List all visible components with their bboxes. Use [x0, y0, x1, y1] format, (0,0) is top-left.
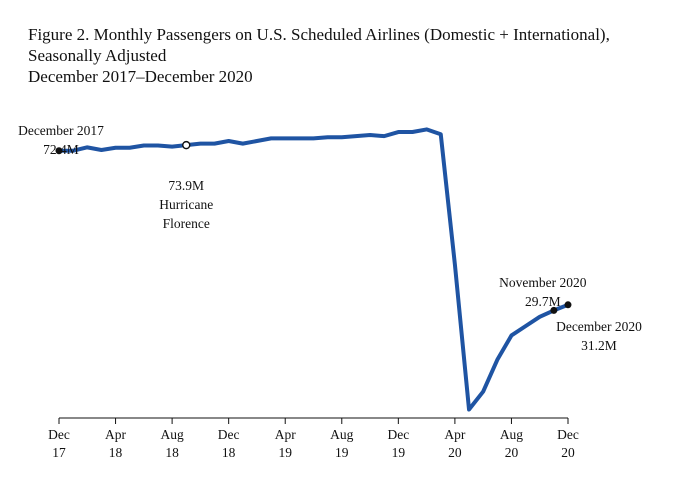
- x-tick-label-year: 18: [222, 445, 236, 460]
- annotation-label: Florence: [163, 216, 210, 231]
- x-tick-label-year: 18: [109, 445, 123, 460]
- annotation-label: December 2020: [556, 319, 642, 334]
- x-tick-label-month: Apr: [105, 427, 126, 442]
- x-tick-label-year: 19: [392, 445, 406, 460]
- x-tick-label-month: Aug: [330, 427, 353, 442]
- x-tick-label-year: 18: [165, 445, 179, 460]
- annotation-label: November 2020: [499, 275, 587, 290]
- annotation-marker: [550, 306, 558, 314]
- annotation-marker-open: [182, 140, 191, 150]
- title-line-2: Seasonally Adjusted: [28, 46, 167, 65]
- x-tick-label-year: 20: [561, 445, 575, 460]
- x-tick-label-month: Apr: [275, 427, 296, 442]
- chart-title: Figure 2. Monthly Passengers on U.S. Sch…: [28, 24, 658, 87]
- x-tick-label-month: Aug: [160, 427, 183, 442]
- annotation-label: 73.9M: [168, 178, 204, 193]
- x-tick-label-month: Dec: [218, 427, 240, 442]
- x-tick-label-year: 19: [335, 445, 349, 460]
- annotation-label: Hurricane: [159, 197, 213, 212]
- annotation-label: 72.4M: [43, 142, 79, 157]
- x-tick-label-year: 20: [448, 445, 462, 460]
- series-group: [57, 127, 570, 412]
- x-tick-label-year: 17: [52, 445, 66, 460]
- x-tick-label-year: 20: [505, 445, 519, 460]
- annotation-label: 31.2M: [581, 338, 617, 353]
- annotation-marker: [55, 147, 63, 155]
- annotation-label: 29.7M: [525, 294, 561, 309]
- annotation-group: December 2017 72.4M 73.9M Hurricane Florence…: [18, 123, 642, 353]
- annotation-label: December 2017: [18, 123, 104, 138]
- x-tick-label-month: Dec: [557, 427, 579, 442]
- title-line-1: Figure 2. Monthly Passengers on U.S. Sch…: [28, 25, 610, 44]
- x-axis: Dec 17 Apr 18 Aug 18 Dec 18 Apr 19 Aug 19 Dec 19 Apr 20…: [48, 417, 579, 460]
- x-tick-label-month: Dec: [48, 427, 70, 442]
- x-tick-label-month: Aug: [500, 427, 523, 442]
- series-line: [57, 127, 570, 412]
- x-tick-label-month: Dec: [387, 427, 409, 442]
- x-tick-label-year: 19: [278, 445, 292, 460]
- x-tick-label-month: Apr: [444, 427, 465, 442]
- title-line-3: December 2017–December 2020: [28, 67, 253, 86]
- annotation-marker: [564, 301, 572, 309]
